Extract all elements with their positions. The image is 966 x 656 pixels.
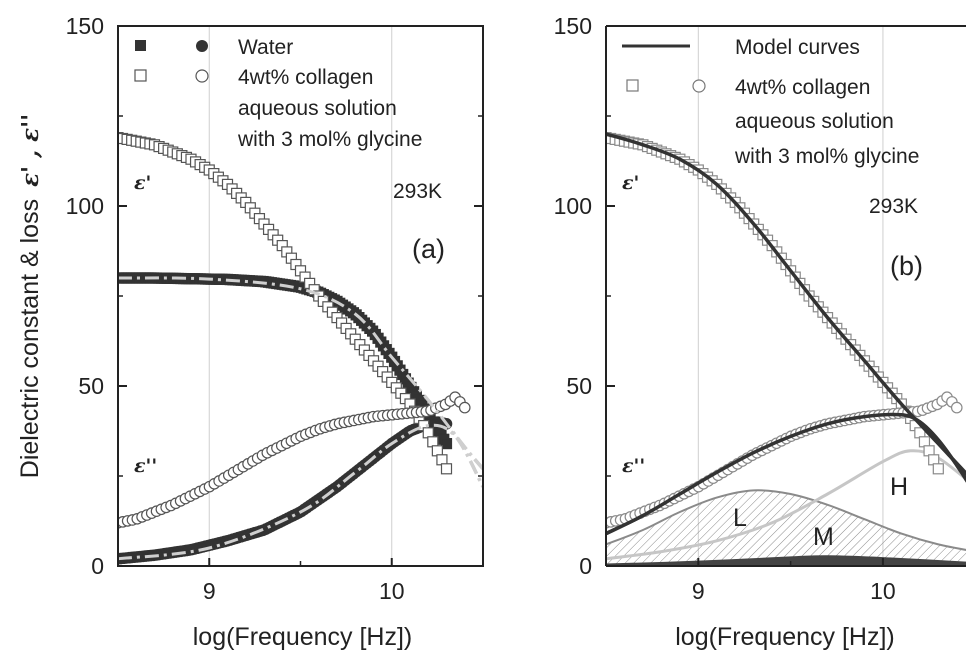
y-tick-label: 50: [566, 373, 592, 399]
panel-b: 9 10 log(Frequency [Hz]) 0 50 100 150 Model cu…: [554, 13, 966, 651]
data-point: [440, 438, 453, 450]
y-tick-label: 100: [554, 193, 592, 219]
temperature-label: 293K: [393, 180, 442, 203]
panel-a-grid: [208, 26, 393, 566]
region-label-l: L: [733, 504, 747, 532]
fit-curve: [118, 423, 483, 561]
legend-filled-circle: [196, 40, 208, 52]
model-curve: [606, 412, 966, 536]
legend-open-square: [626, 79, 639, 92]
legend-open-circle: [195, 69, 209, 83]
panel-a-axes: 9 10 log(Frequency [Hz]) 0 50 100 150: [66, 13, 484, 651]
y-tick-label: 0: [91, 553, 104, 579]
legend-open-circle: [692, 79, 706, 93]
legend-collagen: 4wt% collagen: [238, 66, 373, 89]
panel-label-a: (a): [412, 234, 445, 264]
legend-aqueous: aqueous solution: [238, 97, 397, 120]
panel-a-points: [118, 132, 483, 565]
legend-glycine: with 3 mol% glycine: [237, 128, 422, 151]
x-tick-label: 9: [692, 578, 705, 604]
eps-real-label: ε': [622, 172, 639, 194]
panel-a-legend: Water 4wt% collagen aqueous solution wit…: [134, 36, 422, 151]
panel-b-grid: [697, 26, 884, 566]
y-tick-label: 50: [78, 373, 104, 399]
x-tick-label: 10: [379, 578, 405, 604]
data-point: [932, 463, 944, 475]
eps-imag-label: ε'': [134, 455, 157, 477]
y-tick-label: 150: [554, 13, 592, 39]
eps-real-label: ε': [134, 172, 151, 194]
y-axis-title: Dielectric constant & lossε' , ε'': [16, 114, 44, 478]
legend-filled-square: [135, 40, 146, 51]
y-axis-label: Dielectric constant & lossε' , ε'': [16, 114, 44, 478]
legend-water: Water: [238, 36, 293, 59]
data-point: [458, 401, 471, 414]
data-point: [440, 463, 453, 475]
x-axis-label: log(Frequency [Hz]): [675, 623, 895, 651]
legend-aqueous: aqueous solution: [735, 110, 894, 133]
panel-label-b: (b): [890, 251, 923, 281]
panel-b-axes: 9 10 log(Frequency [Hz]) 0 50 100 150: [554, 13, 896, 651]
region-label-h: H: [890, 473, 908, 501]
eps-imag-label: ε'': [622, 455, 645, 477]
x-tick-label: 9: [203, 578, 216, 604]
data-point: [950, 401, 963, 414]
panel-b-legend: Model curves 4wt% collagen aqueous solut…: [622, 36, 919, 168]
temperature-label: 293K: [869, 195, 918, 218]
panel-b-frame: [605, 25, 966, 567]
legend-glycine: with 3 mol% glycine: [734, 145, 919, 168]
region-label-m: M: [813, 523, 834, 551]
x-tick-label: 10: [870, 578, 896, 604]
legend-collagen: 4wt% collagen: [735, 76, 870, 99]
legend-open-square: [134, 69, 147, 82]
area-m: [606, 555, 966, 566]
panel-b-points: [606, 132, 966, 536]
legend-model: Model curves: [735, 36, 860, 59]
y-tick-label: 0: [579, 553, 592, 579]
x-axis-label: log(Frequency [Hz]): [193, 623, 413, 651]
y-tick-label: 150: [66, 13, 104, 39]
panel-a: 9 10 log(Frequency [Hz]) 0 50 100 150 Water 4w…: [66, 13, 484, 651]
area-l: [606, 489, 966, 566]
y-tick-label: 100: [66, 193, 104, 219]
